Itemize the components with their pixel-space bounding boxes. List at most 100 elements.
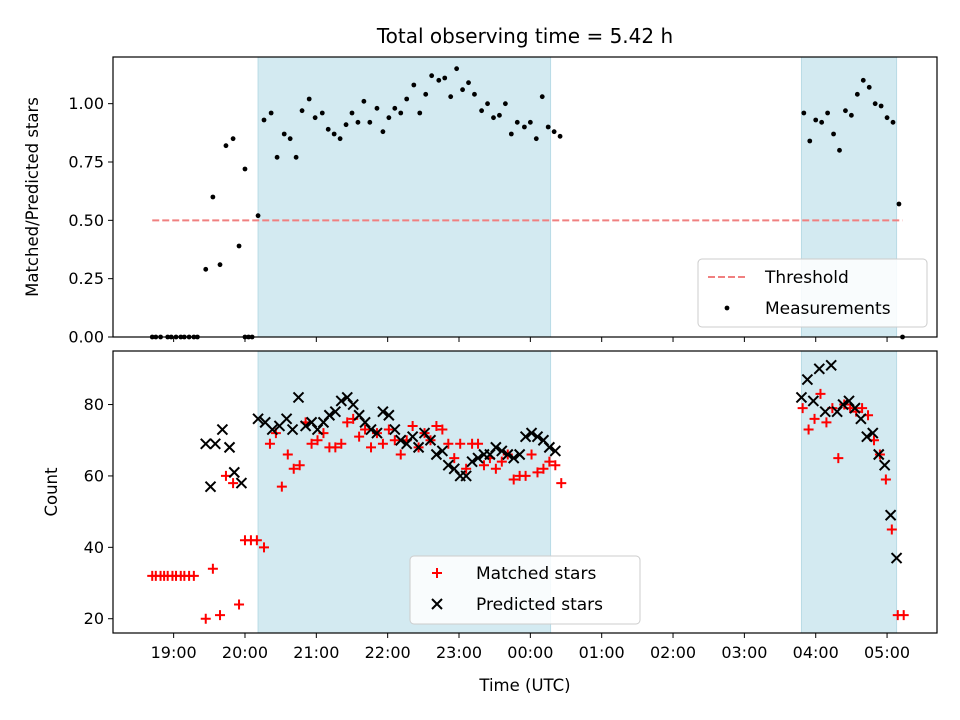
matched-point-10: [188, 570, 199, 581]
measurement-point-32: [325, 126, 331, 132]
top-legend-label-1: Measurements: [765, 299, 891, 319]
bottom-panel-star-counts: 20 40 60 80 19:00 20:00 21:00 22:00 23:00 00:00 01…: [42, 350, 938, 695]
predicted-point-33: [412, 441, 425, 454]
predicted-point-49: [507, 452, 520, 464]
x-tick-label-2: 21:00: [293, 643, 339, 662]
x-tick-label-10: 05:00: [864, 643, 910, 662]
measurement-point-74: [819, 119, 825, 125]
matched-point-54: [461, 463, 472, 474]
predicted-point-43: [472, 452, 484, 464]
measurement-point-52: [448, 94, 454, 100]
predicted-point-61: [819, 405, 831, 418]
measurement-point-50: [436, 77, 442, 83]
x-tick-label-6: 01:00: [579, 643, 625, 662]
legend-predicted-swatch: [431, 598, 443, 610]
predicted-point-67: [855, 413, 867, 425]
measurement-point-31: [319, 110, 325, 116]
matched-point-75: [821, 417, 832, 428]
predicted-point-57: [795, 391, 808, 404]
bottom-axis-ticks: 20 40 60 80 19:00 20:00 21:00 22:00 23:00 00:00 01…: [84, 395, 910, 662]
measurement-point-64: [522, 124, 527, 130]
measurement-point-66: [533, 136, 539, 142]
measurement-point-30: [312, 115, 318, 121]
measurement-point-61: [502, 101, 508, 107]
measurement-point-17: [242, 166, 248, 172]
measurement-point-84: [878, 103, 884, 109]
measurement-point-22: [261, 117, 267, 123]
measurement-point-34: [337, 136, 343, 142]
matched-point-71: [797, 403, 808, 414]
x-tick-label-1: 20:00: [222, 643, 268, 662]
matched-point-23: [276, 481, 287, 492]
predicted-point-70: [873, 448, 885, 461]
predicted-point-32: [406, 430, 419, 443]
measurement-point-73: [813, 117, 819, 123]
x-tick-label-8: 03:00: [721, 643, 767, 662]
x-tick-label-0: 19:00: [151, 643, 197, 662]
measurement-point-25: [281, 131, 287, 137]
predicted-point-55: [543, 441, 556, 454]
matched-point-20: [259, 542, 270, 553]
top-y-tick-label-4: 1.00: [68, 94, 104, 113]
matched-point-26: [294, 460, 305, 471]
x-axis-label: Time (UTC): [478, 676, 570, 695]
measurement-point-56: [472, 91, 477, 97]
bottom-legend-box: [409, 555, 641, 625]
measurement-point-21: [255, 213, 261, 219]
predicted-point-51: [519, 430, 532, 443]
top-panel-matched-ratio: 0.00 0.25 0.50 0.75 1.00 Matched/Predicted s…: [23, 56, 938, 347]
measurement-point-60: [497, 112, 502, 118]
predicted-point-69: [867, 427, 879, 439]
matched-point-68: [544, 456, 555, 467]
predicted-point-9: [266, 423, 279, 436]
predicted-point-52: [525, 427, 538, 439]
predicted-point-2: [209, 438, 221, 450]
x-tick-label-3: 22:00: [365, 643, 411, 662]
x-tick-label-7: 02:00: [650, 643, 696, 662]
matched-point-73: [809, 413, 820, 424]
matched-point-25: [288, 463, 299, 474]
top-y-tick-label-1: 0.25: [68, 269, 104, 288]
matched-point-34: [342, 417, 353, 428]
x-tick-label-9: 04:00: [793, 643, 839, 662]
matched-point-42: [389, 435, 400, 446]
measurement-point-14: [223, 143, 229, 149]
predicted-point-20: [335, 395, 348, 407]
measurement-point-23: [268, 110, 274, 116]
matched-point-14: [220, 470, 231, 481]
bot-y-tick-label-0: 20: [84, 609, 104, 628]
measurement-point-29: [306, 96, 312, 102]
matched-point-37: [360, 424, 371, 435]
measurement-point-24: [274, 154, 280, 160]
top-highlight-band-0: [257, 56, 552, 338]
predicted-point-59: [807, 395, 820, 407]
predicted-point-11: [280, 413, 293, 425]
matched-point-53: [455, 438, 466, 449]
matched-point-77: [833, 453, 844, 464]
predicted-point-18: [323, 409, 336, 421]
matched-point-16: [234, 599, 245, 610]
predicted-point-3: [216, 423, 229, 436]
matched-point-60: [496, 456, 507, 467]
top-axis-ticks: 0.00 0.25 0.50 0.75 1.00: [68, 94, 888, 347]
measurement-point-85: [884, 115, 890, 121]
measurement-point-37: [355, 119, 361, 125]
predicted-point-25: [365, 423, 377, 436]
matched-point-33: [336, 438, 347, 449]
measurement-point-41: [380, 129, 386, 135]
predicted-point-71: [878, 459, 891, 471]
matched-point-50: [437, 424, 448, 435]
predicted-point-48: [502, 448, 514, 461]
top-measurement-points: [149, 66, 905, 340]
measurement-point-49: [429, 73, 435, 79]
predicted-point-12: [286, 423, 299, 436]
top-y-tick-label-2: 0.50: [68, 211, 104, 230]
matched-point-45: [407, 420, 418, 431]
predicted-point-22: [347, 398, 359, 411]
top-legend-box: [697, 258, 928, 328]
top-y-tick-label-0: 0.00: [68, 328, 104, 347]
matched-point-40: [377, 438, 388, 449]
measurement-point-69: [551, 129, 557, 135]
measurement-point-48: [423, 91, 429, 97]
measurement-point-87: [896, 201, 902, 207]
